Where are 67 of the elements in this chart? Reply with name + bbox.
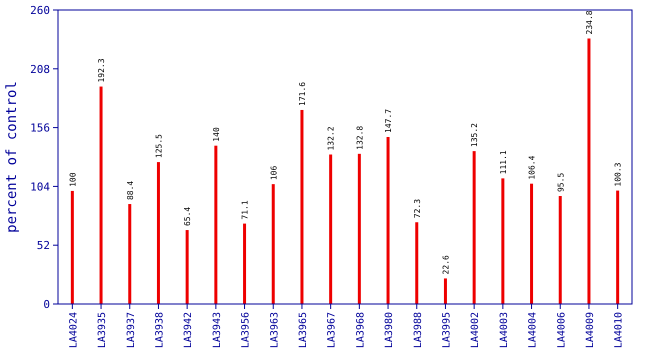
data-label: 72.3: [412, 198, 422, 218]
x-tick-label: LA4003: [498, 312, 510, 348]
bar: [472, 151, 476, 304]
y-tick-label: 208: [30, 62, 50, 76]
data-label: 147.7: [384, 108, 394, 133]
data-label: 65.4: [183, 206, 192, 226]
y-tick-label: 260: [30, 4, 50, 17]
data-label: 100: [68, 172, 78, 187]
bar: [214, 146, 218, 304]
data-label: 111.1: [498, 150, 508, 174]
bar: [587, 38, 590, 304]
bar: [300, 110, 304, 304]
bar: [415, 222, 418, 304]
x-tick-label: LA3995: [441, 312, 452, 348]
bar: [558, 196, 562, 304]
bar: [272, 184, 275, 304]
bar: [386, 136, 390, 304]
x-tick-label: LA3980: [384, 312, 396, 348]
bar: [358, 154, 361, 304]
bar: [70, 190, 74, 304]
x-tick-label: LA3935: [97, 312, 108, 348]
data-label: 22.6: [441, 254, 450, 274]
x-tick-label: LA3965: [298, 312, 309, 348]
x-tick-label: LA4004: [528, 312, 539, 348]
data-label: 132.8: [355, 126, 364, 150]
data-label: 106.4: [528, 155, 537, 180]
data-label: 106: [269, 166, 278, 180]
x-tick-label: LA3956: [240, 312, 252, 348]
bar: [501, 178, 504, 304]
data-label: 192.3: [97, 58, 106, 83]
bar: [243, 224, 246, 304]
data-label: 100.3: [614, 162, 623, 187]
data-label: 171.6: [298, 82, 307, 106]
data-label: 95.5: [556, 172, 566, 192]
x-tick-label: LA4009: [584, 312, 596, 348]
bar: [329, 154, 332, 304]
bar: [616, 190, 620, 304]
data-label: 71.1: [240, 200, 250, 220]
x-tick-label: LA3967: [326, 312, 338, 348]
y-axis-title: percent of control: [4, 81, 20, 233]
x-tick-label: LA3943: [212, 312, 223, 348]
bar: [156, 162, 160, 304]
y-tick-label: 52: [36, 239, 50, 252]
y-tick-label: 156: [30, 122, 50, 135]
data-label: 125.5: [154, 134, 164, 158]
x-tick-label: LA3937: [126, 312, 137, 348]
x-tick-label: LA3938: [154, 312, 166, 348]
x-tick-label: LA4010: [614, 312, 625, 348]
data-label: 234.8: [584, 10, 594, 34]
x-tick-label: LA4002: [470, 312, 482, 348]
data-label: 88.4: [126, 180, 135, 200]
x-tick-label: LA3988: [412, 312, 424, 348]
bar: [128, 204, 132, 304]
bar: [530, 184, 534, 304]
bar: [444, 278, 447, 304]
x-tick-label: LA3968: [355, 312, 366, 348]
bar: [186, 230, 189, 304]
data-label: 135.2: [470, 122, 480, 148]
data-label: 140: [212, 127, 221, 142]
y-tick-label: 104: [30, 180, 50, 194]
x-tick-label: LA4024: [68, 312, 80, 348]
x-tick-label: LA4006: [556, 312, 568, 348]
x-tick-label: LA3963: [269, 312, 280, 348]
y-tick-label: 0: [43, 298, 50, 311]
x-tick-label: LA3942: [183, 312, 194, 348]
bar: [100, 86, 103, 304]
data-label: 132.2: [326, 126, 336, 151]
